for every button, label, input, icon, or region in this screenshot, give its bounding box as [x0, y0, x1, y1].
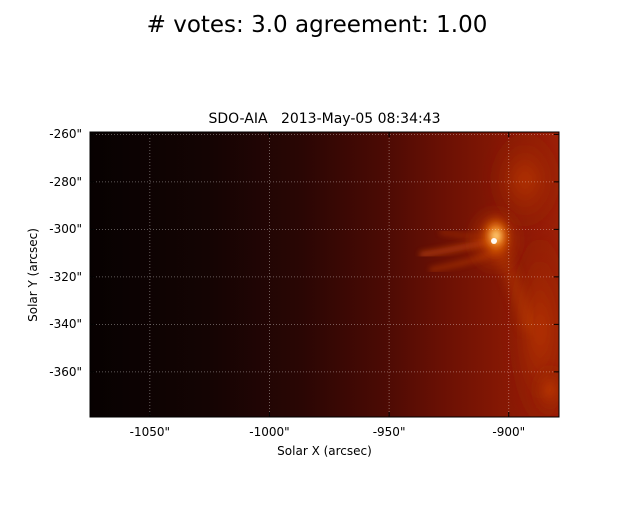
tick-marks [90, 132, 559, 417]
x-tick-label: -1000" [249, 425, 290, 439]
x-tick-label: -950" [372, 425, 406, 439]
axes-frame [89, 131, 560, 418]
y-tick-label: -340" [49, 317, 82, 332]
grid-lines [90, 132, 559, 417]
y-tick-label: -280" [49, 174, 82, 189]
y-tick-label: -360" [49, 364, 82, 379]
y-tick-label: -300" [49, 222, 82, 237]
plot-title: SDO-AIA 2013-May-05 08:34:43 [208, 111, 441, 127]
x-axis-label: Solar X (arcsec) [277, 444, 372, 458]
x-tick-label: -900" [492, 425, 526, 439]
y-axis-label: Solar Y (arcsec) [26, 228, 40, 322]
figure-suptitle: # votes: 3.0 agreement: 1.00 [146, 12, 488, 38]
x-tick-label: -1050" [129, 425, 171, 439]
solar-image [90, 132, 559, 417]
y-tick-label: -320" [49, 269, 82, 284]
y-tick-label: -260" [49, 127, 82, 142]
